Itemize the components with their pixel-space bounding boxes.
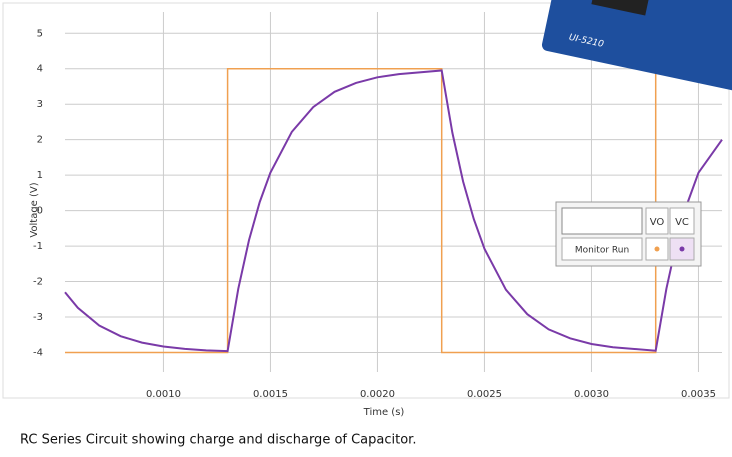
y-tick-label: -1 xyxy=(33,241,43,252)
caption: RC Series Circuit showing charge and dis… xyxy=(20,433,416,448)
legend-cell xyxy=(669,207,695,235)
y-tick-label: -4 xyxy=(33,347,43,358)
x-tick-label: 0.0015 xyxy=(253,389,288,400)
legend: VO VC Monitor Run xyxy=(555,201,702,267)
legend-cell xyxy=(561,237,643,261)
series-line xyxy=(64,69,723,353)
y-tick-label: -3 xyxy=(33,312,43,323)
x-tick-label: 0.0020 xyxy=(360,389,395,400)
x-tick-label: 0.0030 xyxy=(574,389,609,400)
y-tick-label: 5 xyxy=(37,28,43,39)
y-tick-label: 3 xyxy=(37,99,43,110)
legend-label: VO xyxy=(650,217,665,228)
series-line xyxy=(65,67,722,354)
legend-label: VC xyxy=(675,217,689,228)
y-axis-label: Voltage (V) xyxy=(29,182,40,237)
product-photo: UI-5210 xyxy=(541,0,732,95)
legend-row-label: Monitor Run xyxy=(575,246,629,256)
y-tick-label: 0 xyxy=(37,206,43,217)
legend-marker xyxy=(654,246,660,252)
x-tick-label: 0.0025 xyxy=(467,389,502,400)
legend-marker xyxy=(679,246,685,252)
y-tick-label: 1 xyxy=(37,170,43,181)
connector xyxy=(591,0,655,16)
y-tick-label: 4 xyxy=(37,64,43,75)
legend-input[interactable] xyxy=(561,207,643,235)
y-tick-label: -2 xyxy=(33,277,43,288)
board xyxy=(541,0,732,95)
legend-cell xyxy=(645,207,669,235)
x-axis-label: Time (s) xyxy=(363,407,405,418)
x-tick-label: 0.0010 xyxy=(146,389,181,400)
x-tick-label: 0.0035 xyxy=(681,389,716,400)
y-tick-label: 2 xyxy=(37,135,43,146)
